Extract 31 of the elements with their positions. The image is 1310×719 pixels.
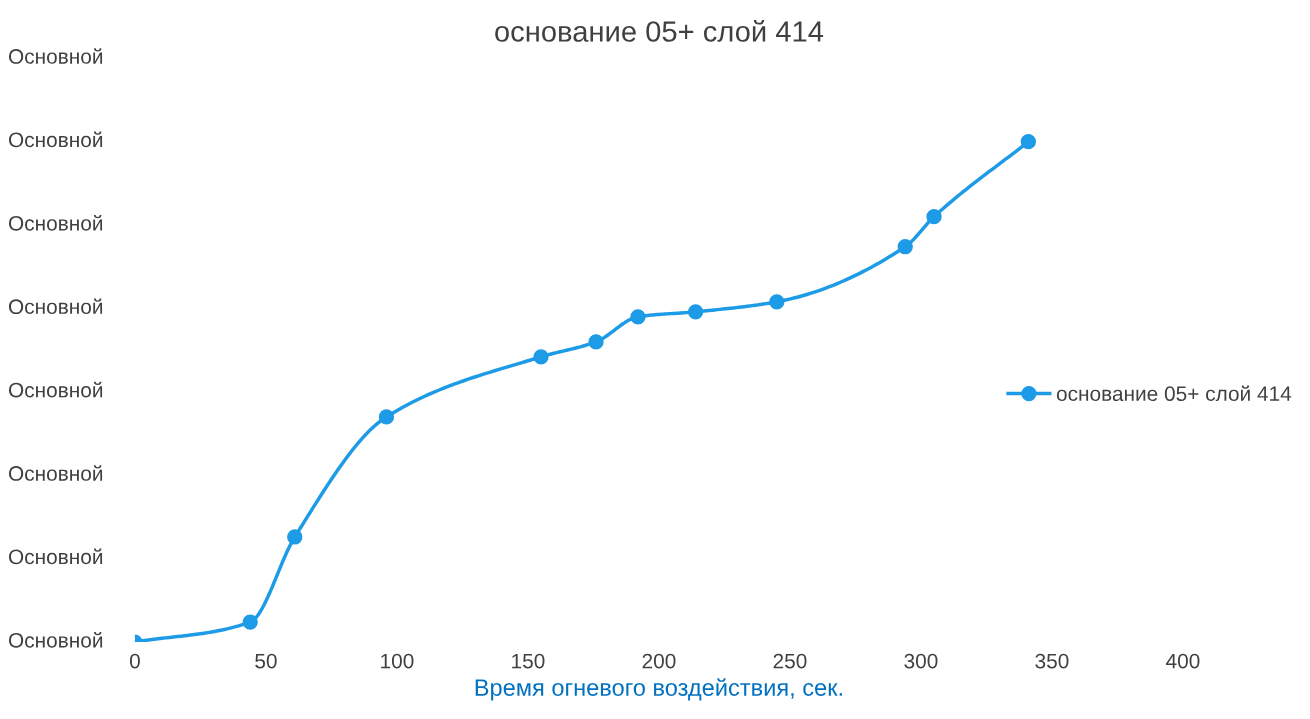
text: Основной (8, 131, 103, 148)
point (630, 309, 646, 325)
point (897, 239, 913, 255)
legend-label: основание 05+ слой 414 (1056, 385, 1292, 402)
x-tick-label: 250 (773, 653, 807, 669)
point (378, 409, 395, 425)
point (769, 294, 785, 310)
text: Основной (8, 465, 103, 481)
text: Основной (8, 214, 103, 231)
point (287, 529, 303, 545)
x-tick-label: 200 (642, 653, 676, 669)
point (926, 209, 942, 225)
point (242, 614, 258, 630)
chart-title: основание 05+ слой 414 (495, 19, 824, 42)
x-axis-title: Время огневого воздействия, сек. (475, 678, 842, 701)
x-tick-label: 300 (904, 653, 938, 669)
x-tick-label: 50 (255, 653, 277, 669)
text: Основной (8, 548, 103, 565)
text: Основной (8, 298, 103, 315)
x-tick-label: 350 (1035, 653, 1069, 669)
point (588, 334, 604, 350)
text: Основной (8, 631, 103, 648)
x-tick-label: 100 (381, 653, 414, 669)
point (533, 349, 549, 365)
text: Основной (8, 381, 103, 398)
x-tick-label: 0 (129, 653, 140, 669)
text: Основной (8, 48, 103, 64)
point (1020, 134, 1036, 150)
x-tick-label: 400 (1166, 653, 1200, 669)
point (687, 304, 704, 320)
x-tick-label: 150 (512, 653, 545, 669)
